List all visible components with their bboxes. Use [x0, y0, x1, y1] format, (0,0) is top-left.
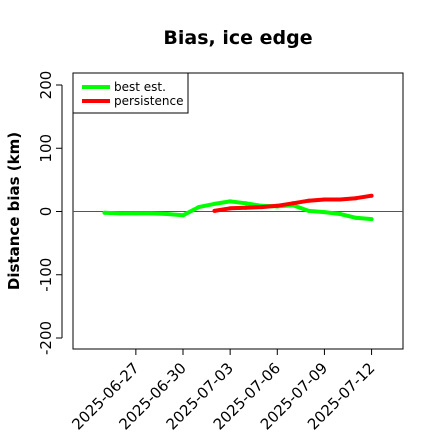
y-tick-label: -100: [37, 258, 55, 292]
data-point-best-est: [322, 210, 327, 215]
y-tick-label: 0: [37, 207, 55, 217]
data-point-best-est: [196, 205, 201, 210]
series-persistence: [212, 193, 374, 213]
data-point-persistence: [306, 198, 311, 203]
data-point-best-est: [165, 212, 170, 217]
y-axis: -200 -100 0 100 200: [37, 71, 63, 355]
data-point-best-est: [353, 215, 358, 220]
data-point-best-est: [181, 213, 185, 218]
data-point-persistence: [353, 196, 358, 201]
data-point-persistence: [291, 201, 295, 206]
data-point-best-est: [369, 217, 374, 222]
legend-label-persistence: persistence: [114, 94, 183, 108]
x-axis: 2025-06-272025-06-302025-07-032025-07-06…: [68, 348, 378, 433]
data-point-best-est: [133, 211, 138, 216]
series-layer: [102, 193, 374, 222]
data-point-best-est: [102, 210, 107, 215]
y-tick-label: 200: [37, 71, 55, 100]
data-point-persistence: [275, 203, 280, 208]
data-point-best-est: [243, 201, 248, 206]
data-point-best-est: [149, 211, 154, 216]
data-point-persistence: [338, 197, 343, 202]
y-axis-label: Distance bias (km): [5, 132, 23, 290]
y-tick-label: 100: [37, 134, 55, 163]
data-point-persistence: [322, 197, 327, 202]
data-point-persistence: [212, 208, 217, 213]
chart-title: Bias, ice edge: [163, 27, 312, 49]
data-point-persistence: [243, 205, 248, 210]
series-line-best-est: [104, 199, 372, 222]
series-best-est: [102, 199, 374, 222]
data-point-best-est: [228, 199, 233, 204]
data-point-best-est: [118, 211, 123, 216]
legend-label-best-est: best est.: [114, 80, 166, 94]
legend: best est. persistence: [72, 72, 189, 114]
data-point-persistence: [228, 206, 233, 211]
legend-box: [72, 72, 189, 114]
data-point-persistence: [259, 205, 264, 210]
data-point-best-est: [306, 208, 311, 213]
data-point-persistence: [369, 193, 374, 198]
data-point-best-est: [212, 201, 217, 206]
data-point-best-est: [338, 212, 343, 217]
y-tick-label: -200: [37, 321, 55, 355]
